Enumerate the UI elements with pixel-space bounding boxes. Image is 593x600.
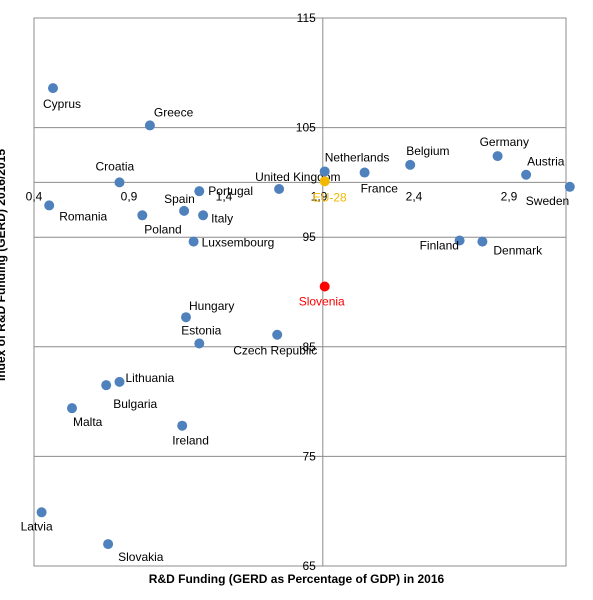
data-point bbox=[179, 205, 190, 216]
data-point-label: Luxsembourg bbox=[202, 236, 275, 250]
data-point-label: Malta bbox=[73, 415, 103, 429]
data-point-label: France bbox=[361, 182, 399, 196]
data-point-label: Hungary bbox=[189, 299, 234, 313]
data-point-label: Sweden bbox=[526, 194, 569, 208]
data-point bbox=[48, 83, 58, 94]
data-point-label: United Kingdom bbox=[255, 170, 340, 184]
y-tick-label: 115 bbox=[297, 11, 316, 25]
data-point bbox=[44, 200, 55, 211]
x-axis-title: R&D Funding (GERD as Percentage of GDP) … bbox=[148, 572, 445, 586]
data-point bbox=[272, 329, 283, 340]
data-point bbox=[198, 210, 209, 221]
x-tick-label: 2,9 bbox=[501, 189, 518, 203]
data-point bbox=[114, 177, 125, 188]
data-point-label: Italy bbox=[211, 211, 233, 225]
data-point bbox=[454, 235, 465, 246]
data-point-label: Lithuania bbox=[126, 371, 175, 385]
data-point bbox=[36, 507, 47, 518]
data-point-label: Slovenia bbox=[299, 295, 345, 309]
data-point-label: Bulgaria bbox=[113, 397, 157, 411]
data-point-label: Finland bbox=[420, 238, 459, 252]
data-point bbox=[274, 183, 285, 194]
x-tick-label: 1,9 bbox=[311, 189, 328, 203]
data-point bbox=[492, 151, 503, 162]
x-tick-label: 2,4 bbox=[406, 189, 423, 203]
data-point-label: Spain bbox=[164, 192, 195, 206]
data-point bbox=[319, 281, 330, 292]
data-point bbox=[194, 186, 205, 197]
data-point-label: Belgium bbox=[406, 144, 449, 158]
data-point bbox=[181, 312, 191, 323]
data-point-label: Latvia bbox=[21, 519, 53, 533]
y-tick-label: 65 bbox=[302, 559, 316, 573]
data-point bbox=[359, 167, 370, 178]
data-point-label: Ireland bbox=[172, 434, 209, 448]
data-point-label: Greece bbox=[154, 105, 194, 119]
data-point-label: Czech Republic bbox=[233, 344, 317, 358]
data-point bbox=[194, 338, 205, 349]
data-point-label: Austria bbox=[527, 155, 565, 169]
plot-area-border bbox=[33, 17, 567, 567]
y-tick-label: 85 bbox=[302, 340, 316, 354]
data-point-label: Portugal bbox=[208, 184, 253, 198]
data-point-label: Slovakia bbox=[118, 550, 164, 564]
data-point bbox=[188, 236, 199, 247]
y-axis-title: Index of R&D Funding (GERD) 2016/2015 bbox=[0, 148, 8, 382]
data-point bbox=[405, 159, 416, 170]
data-point bbox=[67, 403, 77, 414]
data-point bbox=[477, 236, 488, 247]
data-point bbox=[177, 420, 188, 431]
x-tick-label: 1,4 bbox=[216, 189, 233, 203]
x-tick-label: 0,4 bbox=[26, 189, 43, 203]
y-tick-label: 105 bbox=[296, 121, 316, 135]
data-point-label: Denmark bbox=[493, 244, 543, 258]
data-point bbox=[114, 376, 125, 387]
y-axis-title-wrap: Index of R&D Funding (GERD) 2016/2015 bbox=[0, 149, 24, 381]
data-point bbox=[103, 539, 114, 550]
data-point-label: Cyprus bbox=[43, 97, 81, 111]
data-point-label: EU-28 bbox=[313, 190, 347, 204]
y-tick-label: 95 bbox=[302, 230, 316, 244]
data-point bbox=[319, 176, 330, 187]
data-point-label: Romania bbox=[59, 209, 107, 223]
data-point bbox=[319, 166, 330, 177]
data-point bbox=[137, 210, 148, 221]
data-point bbox=[101, 380, 112, 391]
x-tick-label: 0,9 bbox=[121, 189, 138, 203]
data-point-label: Estonia bbox=[181, 324, 221, 338]
data-point-label: Germany bbox=[480, 135, 529, 149]
data-point bbox=[144, 120, 155, 131]
data-point-label: Netherlands bbox=[325, 150, 390, 164]
data-point bbox=[564, 181, 575, 192]
data-point-label: Poland bbox=[144, 222, 181, 236]
data-point bbox=[521, 169, 532, 180]
y-tick-label: 75 bbox=[302, 449, 316, 463]
data-point-label: Croatia bbox=[96, 159, 135, 173]
